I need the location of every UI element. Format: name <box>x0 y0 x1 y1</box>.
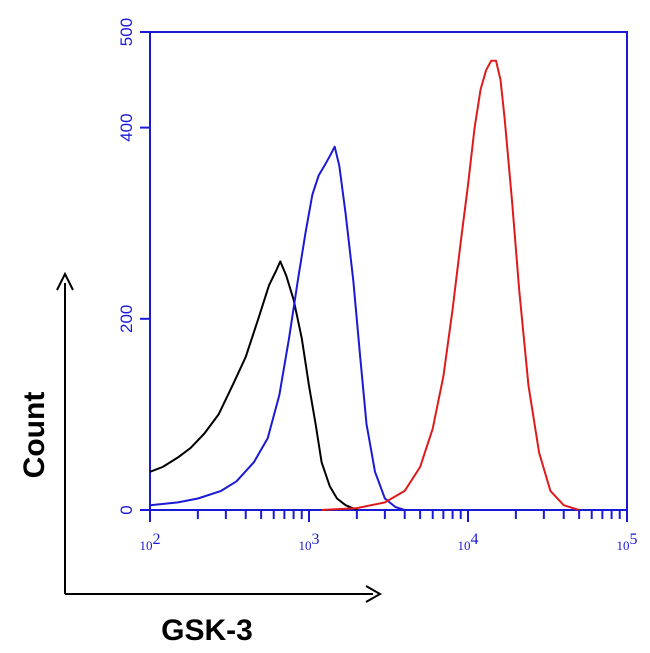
plot-frame <box>149 31 628 511</box>
x-tick-label: 104 <box>458 531 479 553</box>
x-tick-label: 105 <box>617 531 638 553</box>
x-axis-arrowhead <box>365 585 383 603</box>
x-tick-label: 102 <box>140 531 161 553</box>
axis-arrows <box>56 271 383 603</box>
x-tick-label: 103 <box>299 531 320 553</box>
y-tick-label: 200 <box>117 305 136 333</box>
histogram-series-2 <box>149 145 406 511</box>
y-axis-label: Count <box>18 392 51 479</box>
histogram-series-3 <box>321 59 580 511</box>
plot-frame-rect <box>149 31 628 511</box>
y-tick-label: 0 <box>117 505 136 514</box>
y-tick-label: 500 <box>117 18 136 46</box>
x-axis-label: GSK-3 <box>161 614 253 647</box>
y-axis-arrowhead <box>56 271 74 291</box>
x-axis-ticks: 102 103 104 105 <box>140 510 638 553</box>
series-group <box>149 59 580 511</box>
y-tick-label: 400 <box>117 113 136 141</box>
y-axis-ticks: 0 200 400 500 <box>117 18 150 515</box>
histogram-series-1 <box>149 260 358 511</box>
